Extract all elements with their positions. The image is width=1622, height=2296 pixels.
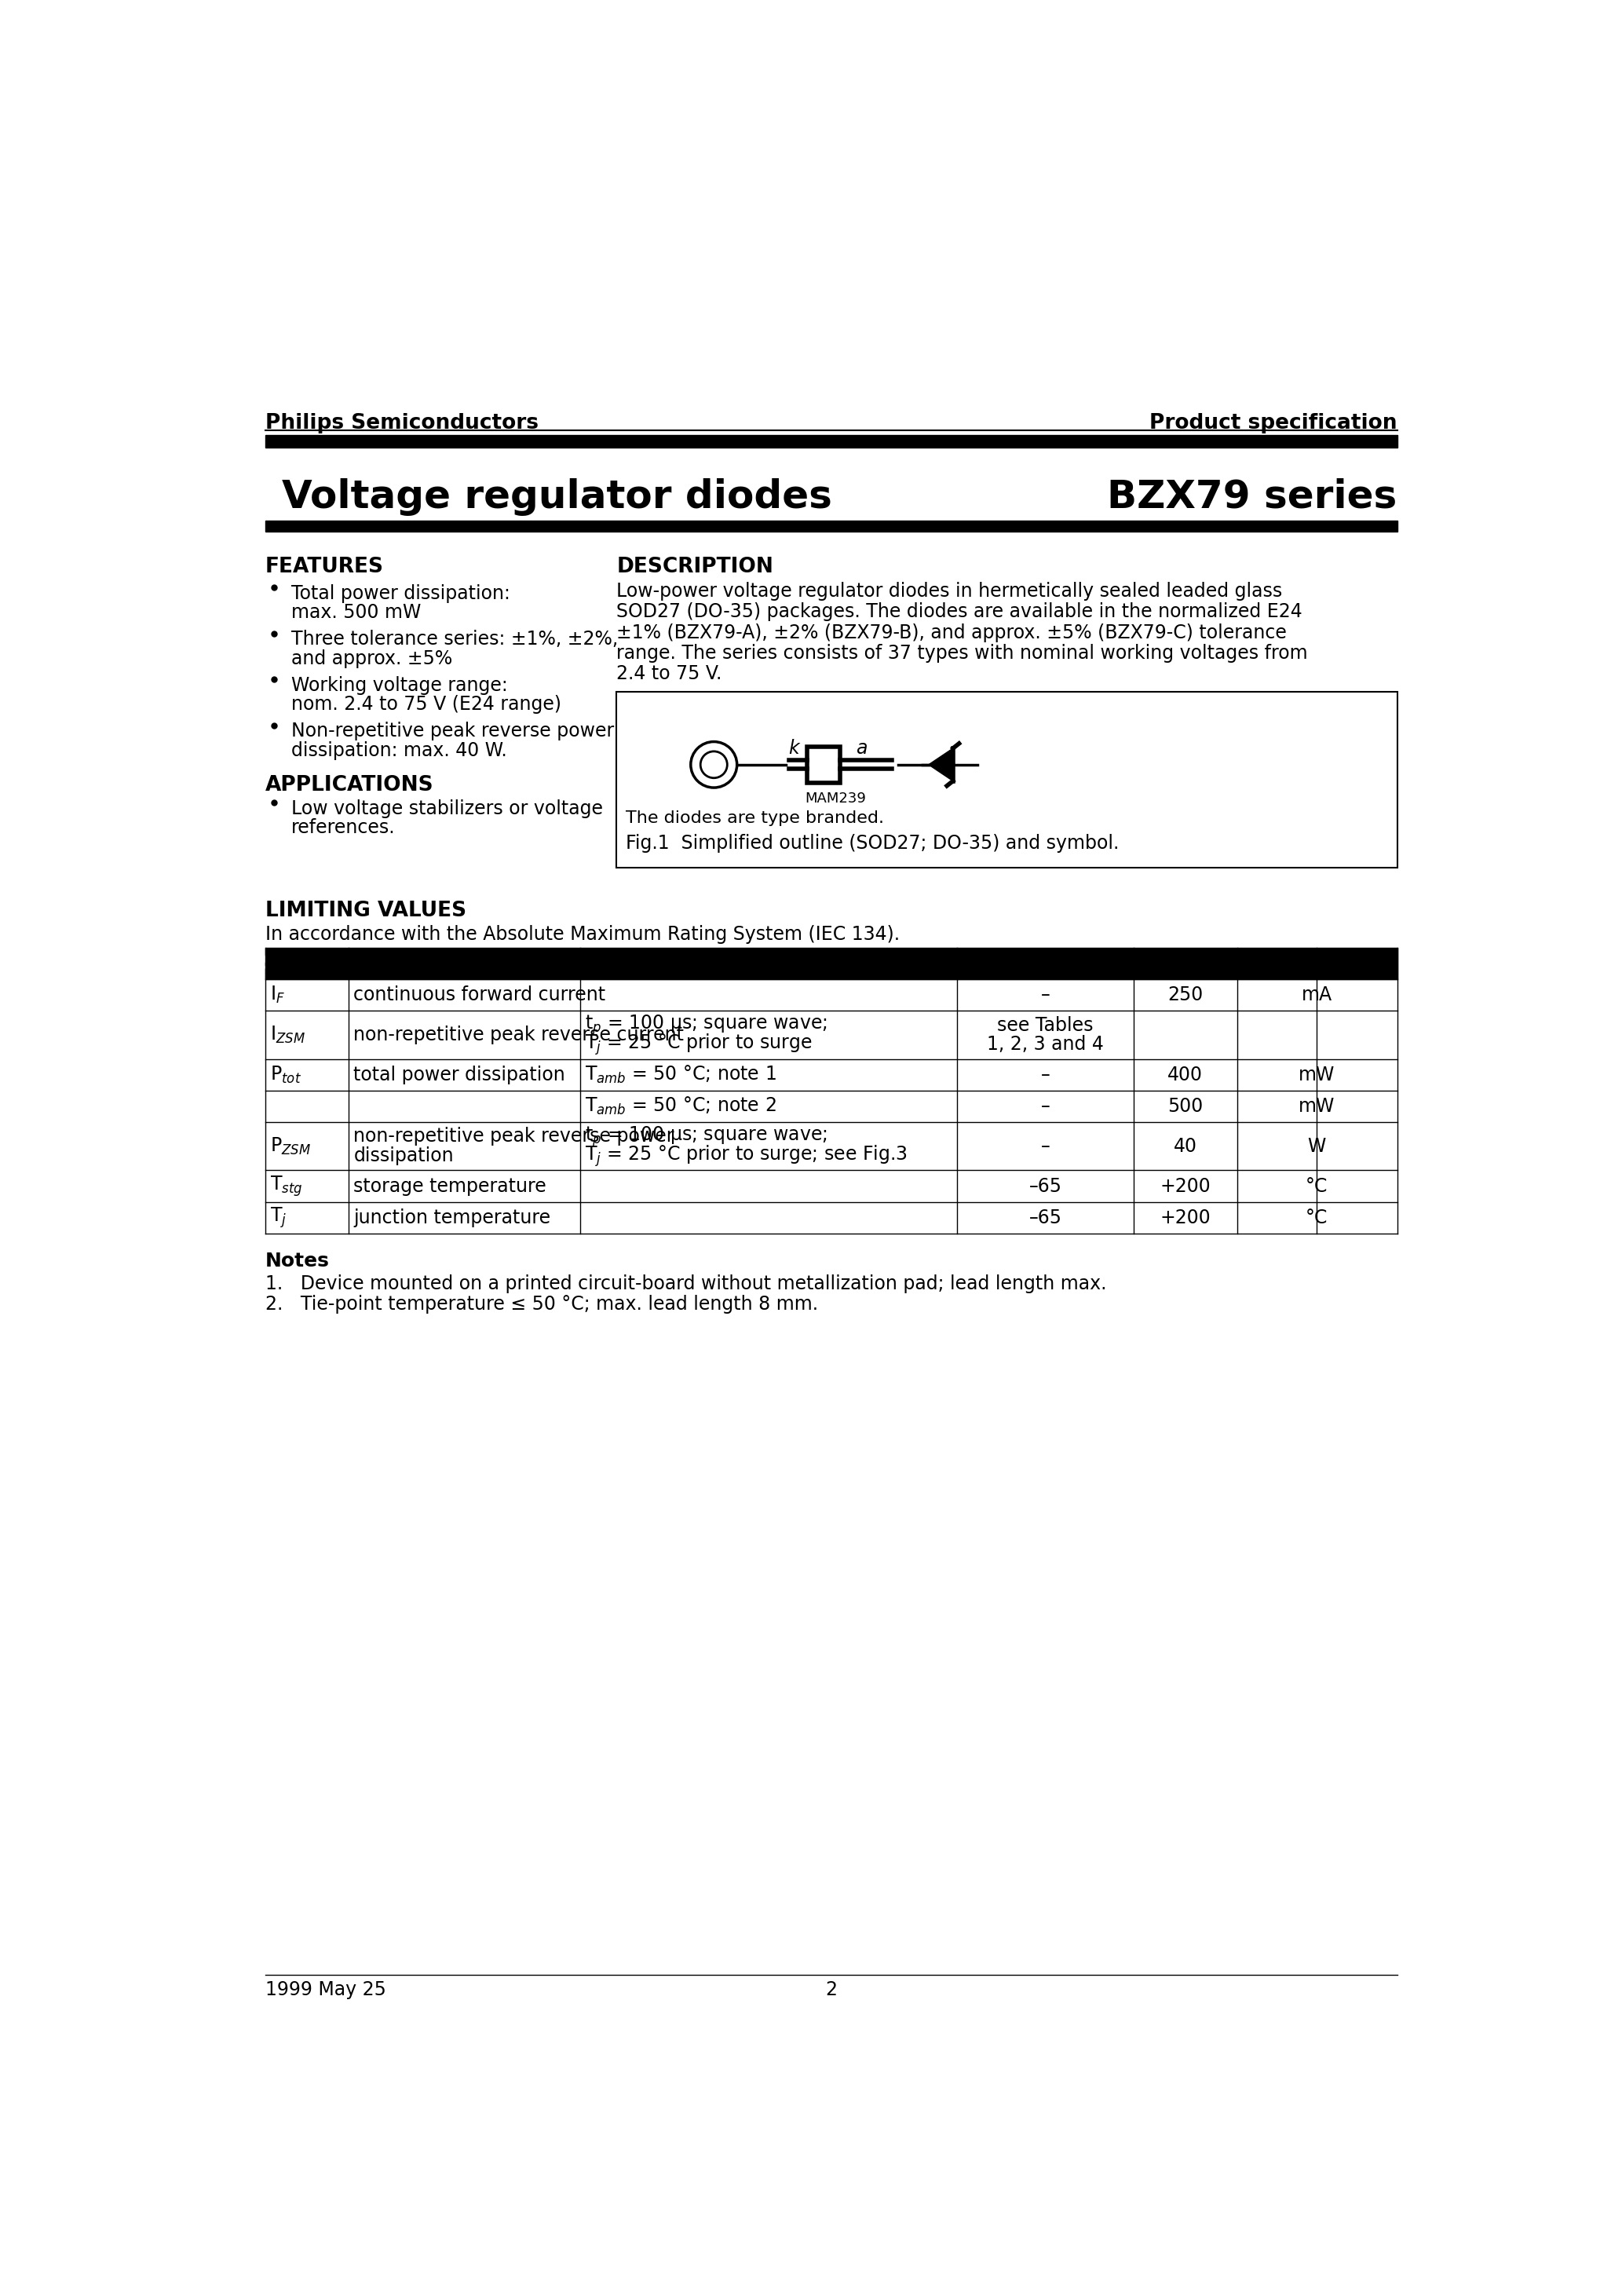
Bar [266,521,1397,533]
Text: 40: 40 [1174,1137,1197,1155]
Text: Product specification: Product specification [1150,413,1397,434]
Text: Philips Semiconductors: Philips Semiconductors [266,413,539,434]
Text: MAM239: MAM239 [805,792,866,806]
Text: k: k [788,739,800,758]
Text: T$_j$: T$_j$ [271,1205,287,1231]
Text: mA: mA [1301,985,1332,1003]
Text: max. 500 mW: max. 500 mW [290,604,420,622]
Text: and approx. ±5%: and approx. ±5% [290,650,453,668]
Text: PARAMETER: PARAMETER [397,955,530,974]
Text: Total power dissipation:: Total power dissipation: [290,583,509,604]
Text: Low-power voltage regulator diodes in hermetically sealed leaded glass: Low-power voltage regulator diodes in he… [616,583,1283,602]
Polygon shape [929,748,954,781]
Text: I$_{ZSM}$: I$_{ZSM}$ [271,1024,305,1045]
Text: SYMBOL: SYMBOL [261,955,352,974]
Text: 2: 2 [826,1981,837,2000]
Text: 1, 2, 3 and 4: 1, 2, 3 and 4 [988,1035,1105,1054]
Text: I$_F$: I$_F$ [271,985,285,1006]
Bar [806,746,840,783]
Text: 500: 500 [1168,1097,1204,1116]
Text: Fig.1  Simplified outline (SOD27; DO-35) and symbol.: Fig.1 Simplified outline (SOD27; DO-35) … [626,833,1119,854]
Text: LIMITING VALUES: LIMITING VALUES [266,900,467,921]
Text: T$_{stg}$: T$_{stg}$ [271,1173,303,1199]
Text: BZX79 series: BZX79 series [1108,478,1397,517]
Text: The diodes are type branded.: The diodes are type branded. [626,810,884,827]
Text: T$_{amb}$ = 50 °C; note 2: T$_{amb}$ = 50 °C; note 2 [586,1095,777,1116]
Text: ±1% (BZX79-A), ±2% (BZX79-B), and approx. ±5% (BZX79-C) tolerance: ±1% (BZX79-A), ±2% (BZX79-B), and approx… [616,622,1286,643]
Text: SOD27 (DO-35) packages. The diodes are available in the normalized E24: SOD27 (DO-35) packages. The diodes are a… [616,602,1302,622]
Text: °C: °C [1306,1176,1328,1196]
Text: references.: references. [290,817,396,838]
Text: t$_p$ = 100 μs; square wave;: t$_p$ = 100 μs; square wave; [586,1013,827,1038]
Text: MAX.: MAX. [1156,955,1213,974]
Text: DESCRIPTION: DESCRIPTION [616,556,774,576]
Text: +200: +200 [1160,1176,1210,1196]
Text: 1.   Device mounted on a printed circuit-board without metallization pad; lead l: 1. Device mounted on a printed circuit-b… [266,1274,1106,1293]
Text: 2.4 to 75 V.: 2.4 to 75 V. [616,664,722,684]
Text: 2.   Tie-point temperature ≤ 50 °C; max. lead length 8 mm.: 2. Tie-point temperature ≤ 50 °C; max. l… [266,1295,817,1313]
Text: junction temperature: junction temperature [354,1208,551,1226]
Text: W: W [1307,1137,1327,1155]
Bar [266,436,1397,448]
Text: t$_p$ = 100 μs; square wave;: t$_p$ = 100 μs; square wave; [586,1125,827,1148]
Text: range. The series consists of 37 types with nominal working voltages from: range. The series consists of 37 types w… [616,643,1307,664]
Text: MIN.: MIN. [1020,955,1071,974]
Text: non-repetitive peak reverse current: non-repetitive peak reverse current [354,1026,684,1045]
Text: a: a [856,739,868,758]
Text: T$_{amb}$ = 50 °C; note 1: T$_{amb}$ = 50 °C; note 1 [586,1063,777,1086]
Text: –: – [1041,985,1049,1003]
Text: –65: –65 [1028,1176,1062,1196]
Text: mW: mW [1299,1065,1335,1084]
Text: APPLICATIONS: APPLICATIONS [266,776,435,794]
Text: dissipation: max. 40 W.: dissipation: max. 40 W. [290,742,506,760]
Bar [266,948,1397,980]
Text: P$_{tot}$: P$_{tot}$ [271,1065,302,1086]
Text: 250: 250 [1168,985,1204,1003]
Text: Voltage regulator diodes: Voltage regulator diodes [282,478,832,517]
Text: FEATURES: FEATURES [266,556,384,576]
Text: storage temperature: storage temperature [354,1176,547,1196]
Text: Working voltage range:: Working voltage range: [290,675,508,696]
Text: –: – [1041,1137,1049,1155]
Text: Notes: Notes [266,1251,329,1270]
Text: UNIT: UNIT [1239,955,1293,974]
Text: CONDITIONS: CONDITIONS [699,955,839,974]
Text: total power dissipation: total power dissipation [354,1065,566,1084]
Text: –: – [1041,1097,1049,1116]
Text: nom. 2.4 to 75 V (E24 range): nom. 2.4 to 75 V (E24 range) [290,696,561,714]
Text: Three tolerance series: ±1%, ±2%,: Three tolerance series: ±1%, ±2%, [290,629,618,650]
Text: continuous forward current: continuous forward current [354,985,605,1003]
Text: +200: +200 [1160,1208,1210,1226]
Text: non-repetitive peak reverse power: non-repetitive peak reverse power [354,1127,675,1146]
Text: In accordance with the Absolute Maximum Rating System (IEC 134).: In accordance with the Absolute Maximum … [266,925,900,944]
Text: 400: 400 [1168,1065,1204,1084]
Text: Low voltage stabilizers or voltage: Low voltage stabilizers or voltage [290,799,603,817]
Text: –65: –65 [1028,1208,1062,1226]
Text: T$_j$ = 25 °C prior to surge: T$_j$ = 25 °C prior to surge [586,1033,813,1056]
Text: T$_j$ = 25 °C prior to surge; see Fig.3: T$_j$ = 25 °C prior to surge; see Fig.3 [586,1143,908,1169]
Text: mW: mW [1299,1097,1335,1116]
Text: 1999 May 25: 1999 May 25 [266,1981,386,2000]
Text: Non-repetitive peak reverse power: Non-repetitive peak reverse power [290,721,613,742]
Text: dissipation: dissipation [354,1146,454,1166]
Text: –: – [1041,1065,1049,1084]
Text: see Tables: see Tables [998,1015,1093,1035]
Text: P$_{ZSM}$: P$_{ZSM}$ [271,1137,311,1157]
Text: °C: °C [1306,1208,1328,1226]
Bar [616,691,1397,868]
